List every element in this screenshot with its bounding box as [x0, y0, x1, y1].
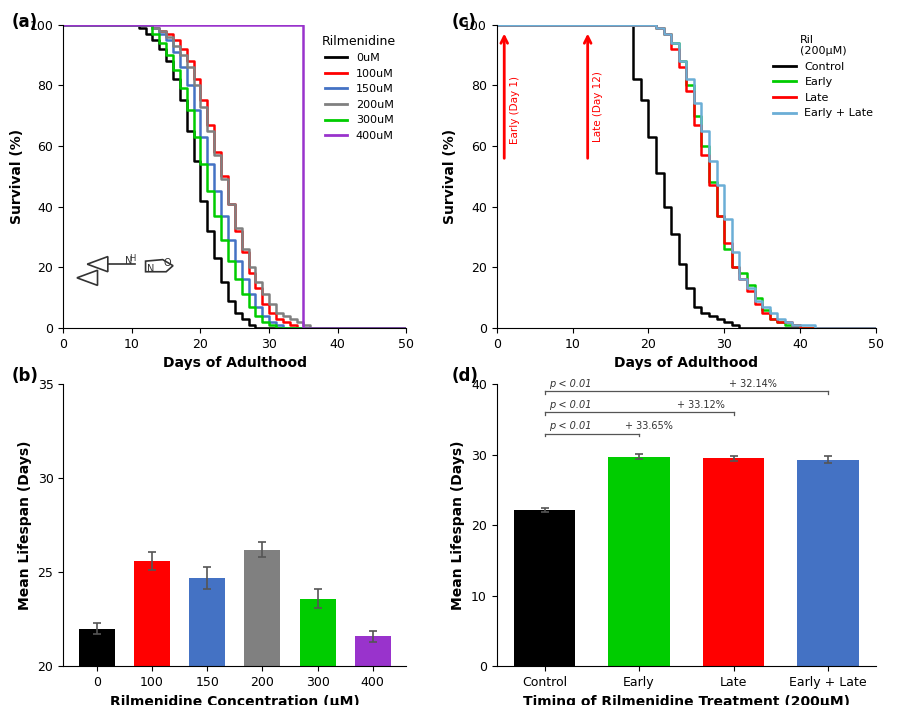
Text: p < 0.01: p < 0.01 — [548, 422, 591, 431]
Bar — [608, 457, 669, 666]
Text: H: H — [128, 255, 135, 263]
Y-axis label: Survival (%): Survival (%) — [443, 129, 457, 223]
Legend: 0uM, 100uM, 150uM, 200uM, 300uM, 400uM: 0uM, 100uM, 150uM, 200uM, 300uM, 400uM — [318, 30, 400, 145]
Bar — [189, 578, 225, 705]
X-axis label: Rilmenidine Concentration (μM): Rilmenidine Concentration (μM) — [110, 694, 359, 705]
X-axis label: Days of Adulthood: Days of Adulthood — [162, 356, 307, 370]
Bar — [796, 460, 858, 666]
X-axis label: Timing of Rilmenidine Treatment (200μM): Timing of Rilmenidine Treatment (200μM) — [522, 694, 849, 705]
Bar — [354, 636, 391, 705]
Text: N: N — [147, 264, 154, 274]
X-axis label: Days of Adulthood: Days of Adulthood — [613, 356, 758, 370]
Bar — [513, 510, 575, 666]
Legend: Control, Early, Late, Early + Late: Control, Early, Late, Early + Late — [769, 30, 877, 123]
Text: (d): (d) — [451, 367, 477, 386]
Text: (c): (c) — [451, 13, 475, 30]
Text: O: O — [163, 257, 171, 268]
Text: (a): (a) — [12, 13, 38, 30]
Bar — [244, 550, 280, 705]
Text: p < 0.01: p < 0.01 — [548, 379, 591, 389]
Y-axis label: Survival (%): Survival (%) — [10, 129, 24, 223]
Text: + 33.12%: + 33.12% — [676, 400, 724, 410]
Text: N: N — [124, 256, 132, 266]
Bar — [78, 629, 115, 705]
Text: + 33.65%: + 33.65% — [624, 422, 672, 431]
Text: Late (Day 12): Late (Day 12) — [593, 71, 603, 142]
Bar — [702, 458, 763, 666]
Bar — [133, 561, 170, 705]
Text: + 32.14%: + 32.14% — [728, 379, 776, 389]
Bar — [299, 599, 336, 705]
Text: (b): (b) — [12, 367, 39, 386]
Text: Early (Day 1): Early (Day 1) — [509, 75, 519, 144]
Y-axis label: Mean Lifespan (Days): Mean Lifespan (Days) — [451, 441, 465, 610]
Y-axis label: Mean Lifespan (Days): Mean Lifespan (Days) — [18, 441, 32, 610]
Text: p < 0.01: p < 0.01 — [548, 400, 591, 410]
